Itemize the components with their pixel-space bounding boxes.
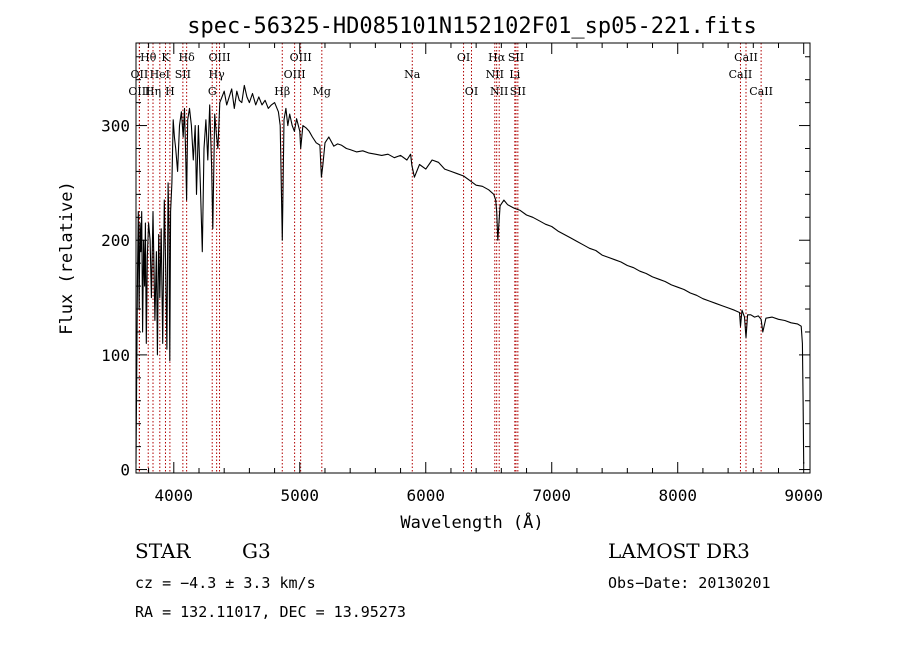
x-tick-label: 5000 [281,486,320,505]
spectral-line-label: OIII [208,51,230,64]
spectral-line-label: SII [508,51,524,64]
x-tick-label: 6000 [406,486,445,505]
y-axis-ticks: 0 100 200 300 [101,56,810,480]
spectral-subclass: G3 [242,539,271,563]
y-tick-label: 100 [101,346,130,365]
spectral-line-label: OI [457,51,470,64]
x-tick-label: 4000 [155,486,194,505]
x-tick-label: 7000 [532,486,571,505]
spectral-line-label: OIII [128,85,150,98]
spectral-line-markers [138,43,762,473]
spectral-line-label: HeI [150,68,170,81]
spectral-line-label: Na [404,68,421,81]
y-axis-label: Flux (relative) [57,181,77,335]
chart-title: spec-56325-HD085101N152102F01_sp05-221.f… [187,14,757,39]
spectral-line-label: CaII [729,68,753,81]
spectral-line-label: K [161,51,170,64]
survey-name: LAMOST DR3 [608,539,750,563]
spectrum-series-line [135,84,805,464]
spectral-line-label: H [165,85,175,98]
spectral-line-label: Hθ [140,51,157,64]
spectral-line-label: OI [465,85,478,98]
spectral-line-label: Hγ [209,68,226,81]
spectral-line-label: Hη [145,85,161,98]
y-tick-label: 0 [120,461,130,480]
spectral-line-label: Li [509,68,520,81]
ra-dec-coordinates: RA = 132.11017, DEC = 13.95273 [135,603,406,621]
y-tick-label: 300 [101,117,130,136]
object-type: STAR [135,539,191,563]
x-tick-label: 8000 [658,486,697,505]
x-axis-ticks: 4000 5000 6000 7000 8000 9000 [148,43,823,505]
y-tick-label: 200 [101,231,130,250]
spectral-line-label: SII [175,68,191,81]
spectral-line-label: Hα [488,51,506,64]
redshift-cz: cz = −4.3 ± 3.3 km/s [135,574,316,592]
spectral-line-label: G [208,85,217,98]
spectral-line-label: OII [131,68,149,81]
spectral-line-label: CaII [749,85,773,98]
spectral-line-label: CaII [734,51,758,64]
x-axis-label: Wavelength (Å) [400,511,543,533]
spectral-line-label: Mg [313,85,331,98]
spectral-line-label: Hβ [274,85,290,98]
spectral-line-label: SII [510,85,526,98]
x-tick-label: 9000 [784,486,823,505]
spectral-line-label: NII [490,85,508,98]
spectral-line-label: OIII [290,51,312,64]
plot-frame [135,42,811,474]
spectral-line-label: Hδ [179,51,196,64]
observation-date: Obs−Date: 20130201 [608,574,771,592]
spectral-line-label: NII [486,68,504,81]
spectral-line-label: OIII [284,68,306,81]
